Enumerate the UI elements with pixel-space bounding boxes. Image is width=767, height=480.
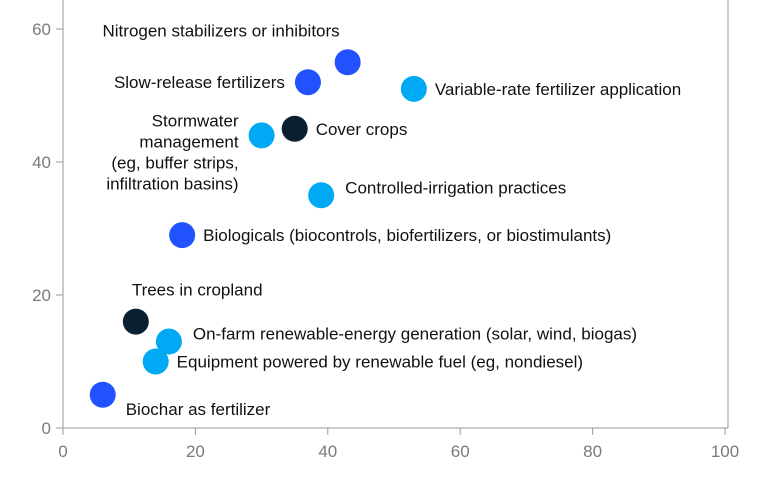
data-point (89, 381, 116, 408)
point-label: Cover crops (316, 120, 408, 139)
point-label: Biochar as fertilizer (126, 400, 271, 419)
point-labels: Nitrogen stabilizers or inhibitors Slow-r… (103, 21, 682, 419)
data-point (281, 115, 308, 142)
x-tick-label: 0 (58, 442, 67, 461)
data-point (248, 122, 275, 149)
x-tick-label: 80 (583, 442, 602, 461)
x-tick-label: 60 (451, 442, 470, 461)
data-point (400, 75, 427, 102)
data-point (169, 222, 196, 249)
point-label: On-farm renewable-energy generation (sol… (193, 325, 637, 344)
data-point (142, 348, 169, 375)
point-label: Stormwater management (eg, buffer strips, i… (106, 111, 239, 193)
point-label: Controlled-irrigation practices (345, 178, 566, 197)
y-tick-label: 20 (32, 286, 51, 305)
x-tick-label: 100 (711, 442, 739, 461)
tick-labels: 0 20 40 60 0 20 40 60 80 100 (32, 20, 739, 461)
point-label: Equipment powered by renewable fuel (eg,… (177, 353, 583, 372)
y-tick-label: 60 (32, 20, 51, 39)
point-label: Variable-rate fertilizer application (435, 80, 681, 99)
data-point (294, 69, 321, 96)
point-label: Nitrogen stabilizers or inhibitors (103, 21, 340, 40)
x-tick-label: 40 (318, 442, 337, 461)
data-point (308, 182, 335, 209)
point-label: Trees in cropland (132, 281, 263, 300)
data-point (122, 308, 149, 335)
point-label: Biologicals (biocontrols, biofertilizers… (203, 226, 611, 245)
data-points (89, 49, 427, 408)
axes (62, 0, 729, 429)
point-label: Slow-release fertilizers (114, 73, 285, 92)
y-tick-label: 0 (42, 419, 51, 438)
data-point (155, 328, 182, 355)
x-tick-label: 20 (186, 442, 205, 461)
data-point (334, 49, 361, 76)
y-tick-label: 40 (32, 153, 51, 172)
